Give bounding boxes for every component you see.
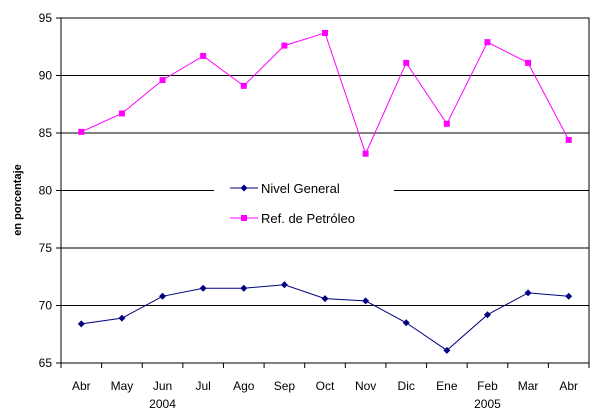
data-point — [443, 346, 451, 354]
data-point — [565, 292, 573, 300]
x-tick-label: Ene — [436, 379, 458, 393]
y-tick-label: 85 — [39, 126, 53, 140]
data-point — [362, 297, 370, 305]
x-tick-labels: Abr May Jun Jul Ago Sep Oct Nov Dic Ene Feb Mar Abr — [72, 379, 578, 393]
data-point — [321, 295, 329, 303]
data-point — [483, 311, 491, 319]
data-point — [281, 42, 288, 49]
series-markers — [77, 29, 573, 354]
y-tick-label: 80 — [39, 184, 53, 198]
data-point — [200, 52, 207, 59]
x-tick-label: Ago — [233, 379, 255, 393]
x-tick-label: Abr — [72, 379, 91, 393]
year-label: 2005 — [474, 397, 501, 411]
legend-label: Ref. de Petróleo — [261, 211, 355, 226]
x-tick-label: Oct — [316, 379, 335, 393]
data-point — [402, 319, 410, 327]
data-point — [159, 292, 167, 300]
year-label: 2004 — [149, 397, 176, 411]
data-point — [159, 77, 166, 84]
data-point — [565, 136, 572, 143]
data-point — [118, 110, 125, 117]
legend: Nivel General Ref. de Petróleo — [214, 173, 394, 233]
data-point — [322, 29, 328, 36]
y-tick-label: 90 — [39, 69, 53, 83]
data-point — [240, 82, 247, 89]
plot-frame — [60, 17, 590, 364]
legend-marker — [241, 215, 247, 221]
data-point — [525, 59, 532, 66]
year-labels: 2004 2005 — [149, 397, 501, 411]
x-tick-label: Abr — [559, 379, 578, 393]
data-point — [280, 281, 288, 289]
data-point — [118, 314, 126, 322]
axes — [56, 17, 590, 368]
y-tick-labels: 65 70 75 80 85 90 95 — [39, 11, 53, 370]
x-tick-label: Sep — [274, 379, 296, 393]
x-tick-label: Feb — [477, 379, 498, 393]
x-tick-label: Nov — [355, 379, 376, 393]
y-tick-label: 70 — [39, 299, 53, 313]
y-axis-label: en porcentaje — [12, 164, 24, 236]
y-tick-label: 75 — [39, 241, 53, 255]
x-tick-label: Jun — [153, 379, 172, 393]
data-point — [484, 39, 491, 46]
data-point — [362, 150, 369, 157]
legend-marker — [240, 184, 248, 192]
y-tick-label: 65 — [39, 356, 53, 370]
data-point — [78, 128, 85, 135]
data-point — [240, 284, 248, 292]
legend-box — [214, 173, 394, 233]
x-tick-label: Dic — [398, 379, 415, 393]
data-point — [77, 320, 85, 328]
data-point — [403, 59, 410, 66]
x-tick-label: Mar — [518, 379, 539, 393]
data-point — [443, 120, 450, 127]
y-tick-label: 95 — [39, 11, 53, 25]
x-tick-label: Jul — [195, 379, 210, 393]
data-point — [199, 284, 207, 292]
x-tick-label: May — [111, 379, 134, 393]
data-point — [524, 289, 532, 297]
legend-label: Nivel General — [261, 181, 340, 196]
